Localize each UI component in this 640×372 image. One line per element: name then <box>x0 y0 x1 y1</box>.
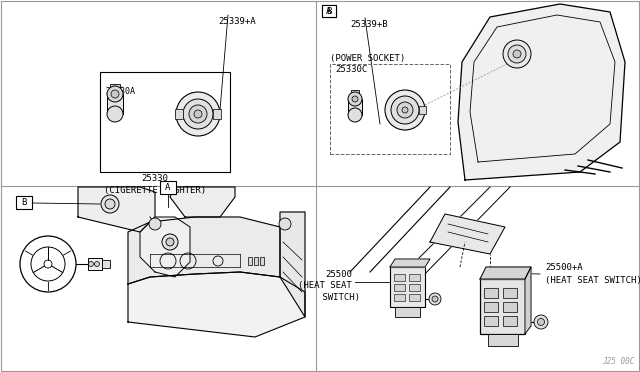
Circle shape <box>397 102 413 118</box>
Bar <box>107 94 123 114</box>
Bar <box>110 84 120 94</box>
Bar <box>390 267 425 307</box>
Bar <box>503 302 517 312</box>
Circle shape <box>534 315 548 329</box>
Circle shape <box>111 90 119 98</box>
Text: 25500+A: 25500+A <box>545 263 582 272</box>
Bar <box>100 72 230 172</box>
Bar <box>348 99 362 115</box>
Bar <box>484 316 498 326</box>
Polygon shape <box>390 259 430 267</box>
Polygon shape <box>128 217 280 284</box>
Circle shape <box>95 262 99 266</box>
Text: B: B <box>21 198 27 207</box>
Bar <box>484 288 498 298</box>
Circle shape <box>44 260 52 268</box>
Bar <box>322 5 336 17</box>
Polygon shape <box>458 4 625 180</box>
Circle shape <box>432 296 438 302</box>
Text: 25330C: 25330C <box>335 65 367 74</box>
Text: (CIGERETTE LIGHTER): (CIGERETTE LIGHTER) <box>104 186 206 195</box>
Circle shape <box>391 96 419 124</box>
Bar <box>394 284 405 291</box>
Bar <box>488 334 518 346</box>
Bar <box>160 181 176 194</box>
Text: 25330: 25330 <box>141 174 168 183</box>
Bar <box>330 64 450 154</box>
Circle shape <box>538 318 545 326</box>
Text: 25330A: 25330A <box>105 87 135 96</box>
Circle shape <box>149 218 161 230</box>
Bar <box>16 196 32 209</box>
Circle shape <box>107 106 123 122</box>
Text: (HEAT SEAT SWITCH): (HEAT SEAT SWITCH) <box>545 276 640 285</box>
Bar <box>503 316 517 326</box>
Bar <box>484 302 498 312</box>
Text: (POWER SOCKET): (POWER SOCKET) <box>330 54 405 63</box>
Text: A: A <box>165 183 171 192</box>
Bar <box>175 109 183 119</box>
Circle shape <box>352 96 358 102</box>
Text: J25 00C: J25 00C <box>602 357 634 366</box>
Bar <box>409 294 420 301</box>
Bar <box>395 307 420 317</box>
Circle shape <box>503 40 531 68</box>
Bar <box>260 257 264 265</box>
Polygon shape <box>525 267 531 334</box>
Circle shape <box>513 50 521 58</box>
Bar <box>394 274 405 281</box>
Polygon shape <box>128 272 305 337</box>
Circle shape <box>429 293 441 305</box>
Circle shape <box>348 92 362 106</box>
Text: (HEAT SEAT: (HEAT SEAT <box>298 281 352 290</box>
Circle shape <box>101 195 119 213</box>
Bar <box>351 90 359 99</box>
Circle shape <box>176 92 220 136</box>
Bar <box>248 257 252 265</box>
Bar <box>88 258 102 270</box>
Bar <box>409 274 420 281</box>
Circle shape <box>183 99 213 129</box>
Polygon shape <box>78 187 155 232</box>
Bar <box>394 294 405 301</box>
Polygon shape <box>480 267 531 279</box>
Text: B: B <box>326 6 332 16</box>
Text: 25339+B: 25339+B <box>350 20 388 29</box>
Text: SWITCH): SWITCH) <box>317 293 360 302</box>
Circle shape <box>508 45 526 63</box>
Circle shape <box>385 90 425 130</box>
Circle shape <box>88 262 93 266</box>
Bar <box>503 288 517 298</box>
Circle shape <box>402 107 408 113</box>
Bar <box>213 109 221 119</box>
Bar <box>409 284 420 291</box>
Circle shape <box>189 105 207 123</box>
Circle shape <box>162 234 178 250</box>
Circle shape <box>166 238 174 246</box>
Bar <box>102 260 110 268</box>
Circle shape <box>105 199 115 209</box>
Circle shape <box>279 218 291 230</box>
Bar <box>419 106 426 114</box>
Polygon shape <box>140 217 190 277</box>
Bar <box>480 279 525 334</box>
Text: 25500: 25500 <box>325 270 352 279</box>
Circle shape <box>107 86 123 102</box>
Bar <box>254 257 258 265</box>
Circle shape <box>348 108 362 122</box>
Polygon shape <box>170 187 235 217</box>
Text: A: A <box>326 6 332 16</box>
Bar <box>322 5 336 17</box>
Circle shape <box>194 110 202 118</box>
Polygon shape <box>430 214 505 254</box>
Polygon shape <box>280 212 305 317</box>
Text: 25339+A: 25339+A <box>218 17 255 26</box>
